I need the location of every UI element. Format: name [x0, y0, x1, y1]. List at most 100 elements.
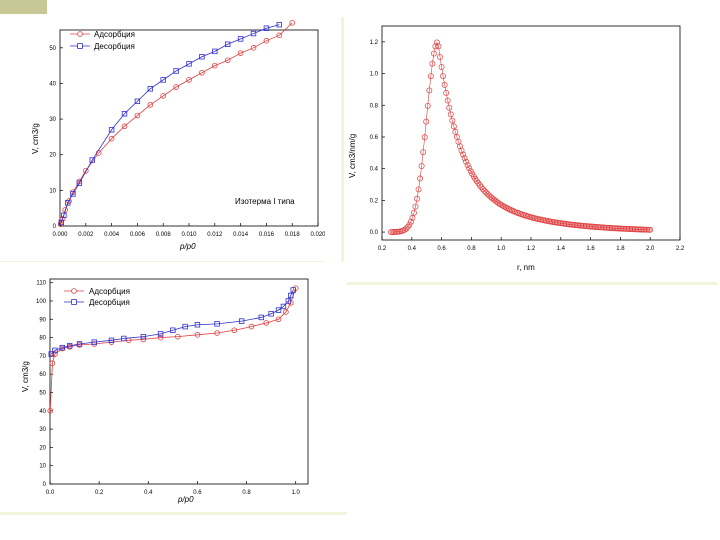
chart3-series-1-point	[258, 314, 265, 321]
chart1-ytick-label: 0.6	[370, 135, 379, 141]
chart2-point	[463, 158, 470, 165]
chart2-point	[642, 226, 649, 233]
chart1-series-1-point	[65, 200, 71, 206]
chart0-xtick-label: 0.020	[310, 232, 325, 238]
chart3-series-0-point	[263, 320, 270, 326]
chart1-xtick-label: 1.8	[616, 246, 625, 252]
chart2-xtick-label: 1.0	[292, 490, 301, 496]
chart0-xtick-label: 0.016	[259, 232, 275, 238]
chart2-point	[633, 226, 640, 233]
chart2-point	[432, 43, 439, 50]
chart2-xtick-label: 0.2	[95, 490, 104, 496]
chart2-point	[414, 195, 420, 202]
chart2-point	[403, 225, 410, 232]
chart2-point	[638, 226, 644, 233]
chart0-xtick-label: 0.010	[181, 232, 197, 238]
chart2-point	[492, 197, 499, 204]
chart3-series-1-point	[170, 327, 176, 333]
chart0-xtick-label: 0.004	[104, 232, 120, 238]
chart3-legend-adsorption: Адсорбция	[89, 287, 130, 296]
chart1-series-0-point	[108, 135, 115, 142]
chart2-point	[645, 226, 652, 233]
chart0-ytick-label: 20	[49, 153, 56, 159]
chart3-series-1-point	[91, 339, 97, 345]
chart1-ytick-label: 1.0	[370, 72, 379, 78]
chart2-ytick-label: 60	[39, 372, 46, 378]
chart3-series-1-point	[182, 323, 188, 330]
chart3-series-1-point	[288, 292, 294, 299]
chart1-series-0-point	[199, 69, 205, 76]
chart2-point	[449, 117, 456, 124]
chart0-xtick-label: 0.014	[233, 232, 249, 238]
chart2-point	[475, 180, 482, 187]
chart2-ytick-label: 40	[39, 409, 46, 415]
chart1-series-0-point	[134, 112, 141, 119]
chart1-xlabel: p/p0	[179, 242, 196, 251]
chart3-series-1-point	[194, 322, 201, 328]
chart1-series-1-point	[250, 30, 257, 37]
chart1-series-1-point	[276, 21, 282, 28]
chart2-ytick-label: 70	[39, 354, 46, 360]
chart1-legend-adsorption: Адсорбция	[94, 30, 135, 39]
chart3-series-1-point	[140, 333, 147, 340]
chart2-xtick-label: 0.8	[242, 490, 251, 496]
chart3-legend: Адсорбция Десорбция	[64, 287, 130, 307]
chart2-point	[457, 143, 463, 150]
chart2-point	[466, 165, 473, 172]
chart3-series-0-point	[283, 309, 289, 315]
chart1-panel: 0.000 0.002 0.004 0.006 0.008 0.010 0.012 0.014…	[0, 14, 326, 261]
chart2-point	[619, 225, 626, 232]
chart2-ylabel: V, cm3/nm/g	[348, 134, 357, 178]
chart1-frame	[381, 25, 681, 241]
chart1-series-1-point	[134, 98, 141, 104]
chart2-ytick-label: 30	[39, 427, 46, 433]
chart1-series-1-point	[89, 157, 95, 163]
chart3-series-0-point	[174, 333, 181, 340]
chart0-xtick-label: 0.002	[78, 232, 94, 238]
chart2-point	[443, 90, 450, 96]
chart2-point	[627, 226, 634, 232]
chart2-ytick-label: 100	[36, 299, 47, 305]
chart2-point	[631, 226, 638, 233]
chart1-legend-desorption: Десорбция	[94, 42, 135, 51]
chart2-point	[440, 73, 447, 80]
chart3-series-1-point	[52, 347, 58, 354]
chart1-series-0-line	[60, 22, 293, 225]
chart3-series-1-point	[238, 318, 245, 324]
chart1-series-0-point	[147, 102, 154, 108]
chart1-series-0-point	[66, 198, 72, 204]
chart1-series-0-point	[121, 123, 128, 130]
chart2-point	[447, 111, 454, 118]
chart0-ytick-label: 30	[49, 117, 56, 123]
chart2-point	[418, 163, 425, 169]
chart2-point	[450, 123, 457, 130]
chart1-ytick-label: 0.8	[370, 103, 379, 109]
chart1-xtick-label: 2.0	[646, 246, 655, 252]
chart0-xtick-label: 0.008	[156, 232, 172, 238]
chart1-legend: Адсорбция Десорбция	[70, 30, 135, 51]
chart1-xtick-label: 0.8	[467, 246, 476, 252]
chart2-point	[624, 225, 631, 232]
chart2-point	[421, 134, 428, 141]
chart2-point	[423, 118, 430, 125]
chart1-series-1-point	[108, 127, 115, 133]
chart3-series-0-point	[214, 330, 220, 336]
chart2-point	[415, 186, 422, 193]
chart2-point	[622, 225, 629, 232]
chart2-point	[400, 227, 407, 234]
chart1-series-1-point	[58, 219, 64, 226]
chart3-xlabel: p/p0	[177, 495, 194, 504]
chart3-svg: 0.0 0.2 0.4 0.6 0.8 1.0 0 10 20 30 40 50 60 70 80 90 100…	[21, 278, 309, 504]
chart1-series-1-point	[263, 25, 270, 31]
chart2-ytick-label: 110	[36, 281, 46, 287]
chart2-ytick-label: 90	[39, 317, 46, 323]
chart1-ytick-label: 0.0	[370, 230, 379, 236]
chart1-svg: 0.000 0.002 0.004 0.006 0.008 0.010 0.012 0.014…	[31, 20, 326, 251]
chart2-point	[411, 209, 417, 216]
chart1-series-0-point	[237, 50, 244, 56]
chart2-point	[478, 184, 485, 191]
chart2-point	[407, 218, 414, 225]
chart3-series-0-line	[49, 288, 297, 411]
chart2-point	[426, 87, 433, 94]
chart1-series-0-point	[173, 84, 179, 90]
